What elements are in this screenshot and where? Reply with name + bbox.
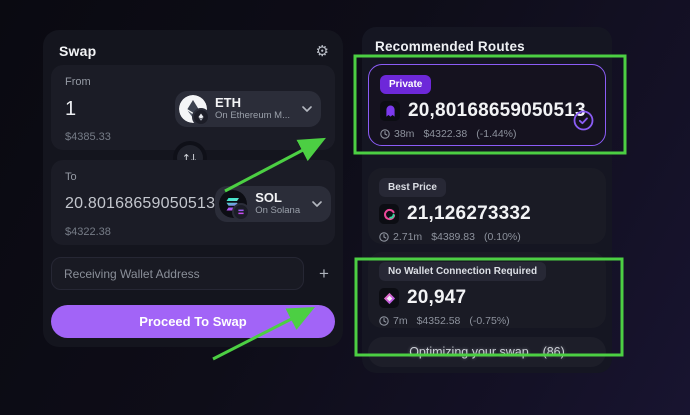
route-badge: Private bbox=[380, 75, 432, 94]
route-option-private[interactable]: Private 20,80168659050513 38m $4322.38 (… bbox=[368, 64, 606, 146]
route-usd: $4322.38 bbox=[423, 128, 468, 140]
swap-card: Swap ⚙ From 1 ETH bbox=[43, 30, 343, 347]
add-wallet-button[interactable]: + bbox=[319, 264, 329, 283]
chevron-down-icon bbox=[312, 201, 322, 207]
swap-title: Swap bbox=[59, 43, 97, 59]
selected-check-icon bbox=[573, 110, 594, 136]
eth-chain-badge-icon bbox=[192, 108, 211, 126]
route-badge: Best Price bbox=[379, 178, 446, 197]
settings-gear-icon[interactable]: ⚙ bbox=[315, 41, 329, 60]
route-amount: 20,947 bbox=[407, 287, 467, 308]
from-section: From 1 ETH On Ethereum M... bbox=[51, 65, 335, 150]
route-option-no-wallet[interactable]: No Wallet Connection Required 20,947 7m … bbox=[368, 252, 606, 328]
route-time: 2.71m bbox=[393, 231, 423, 243]
wallet-address-row: + bbox=[51, 257, 333, 290]
proceed-to-swap-button[interactable]: Proceed To Swap bbox=[51, 305, 335, 338]
clock-icon bbox=[379, 232, 389, 242]
route-time: 7m bbox=[393, 315, 408, 327]
route-badge: No Wallet Connection Required bbox=[379, 262, 547, 281]
route-change: (-1.44%) bbox=[476, 128, 517, 140]
routes-panel-title: Recommended Routes bbox=[375, 39, 525, 54]
from-token-selector[interactable]: ETH On Ethereum M... bbox=[175, 91, 321, 127]
receiving-wallet-input[interactable] bbox=[51, 257, 304, 290]
to-section: To 20.80168659050513 bbox=[51, 160, 335, 245]
chevron-down-icon bbox=[302, 106, 312, 112]
diamond-protocol-icon bbox=[379, 288, 399, 308]
from-amount-input[interactable]: 1 bbox=[65, 97, 77, 120]
from-usd-value: $4385.33 bbox=[65, 131, 111, 143]
route-meta: 7m $4352.58 (-0.75%) bbox=[379, 315, 595, 327]
route-change: (0.10%) bbox=[483, 231, 521, 243]
to-token-network: On Solana bbox=[255, 205, 301, 216]
route-amount: 21,126273332 bbox=[407, 203, 531, 224]
to-token-selector[interactable]: SOL On Solana bbox=[215, 186, 332, 222]
route-usd: $4352.58 bbox=[416, 315, 461, 327]
route-change: (-0.75%) bbox=[469, 315, 510, 327]
clock-icon bbox=[380, 129, 390, 139]
to-token-symbol: SOL bbox=[255, 190, 282, 206]
ghost-protocol-icon bbox=[380, 101, 400, 121]
from-label: From bbox=[65, 76, 91, 88]
route-meta: 2.71m $4389.83 (0.10%) bbox=[379, 231, 595, 243]
to-label: To bbox=[65, 171, 77, 183]
to-usd-value: $4322.38 bbox=[65, 226, 111, 238]
sol-token-icon bbox=[219, 190, 251, 221]
optimizing-status-bar: Optimizing your swap... (86) bbox=[368, 337, 606, 367]
to-amount-value: 20.80168659050513 bbox=[65, 195, 216, 212]
route-option-best-price[interactable]: Best Price 21,126273332 2.71m $4389.83 (… bbox=[368, 168, 606, 244]
swap-header: Swap ⚙ bbox=[59, 39, 329, 63]
route-amount: 20,80168659050513 bbox=[408, 100, 586, 121]
recommended-routes-panel: Recommended Routes Private 20,8016865905… bbox=[362, 27, 612, 373]
from-token-network: On Ethereum M... bbox=[215, 110, 290, 121]
bridge-protocol-icon bbox=[379, 204, 399, 224]
eth-token-icon bbox=[179, 95, 211, 126]
clock-icon bbox=[379, 316, 389, 326]
from-token-symbol: ETH bbox=[215, 95, 242, 111]
route-meta: 38m $4322.38 (-1.44%) bbox=[380, 128, 594, 140]
route-usd: $4389.83 bbox=[431, 231, 475, 243]
sol-chain-badge-icon bbox=[232, 203, 251, 221]
route-time: 38m bbox=[394, 128, 415, 140]
